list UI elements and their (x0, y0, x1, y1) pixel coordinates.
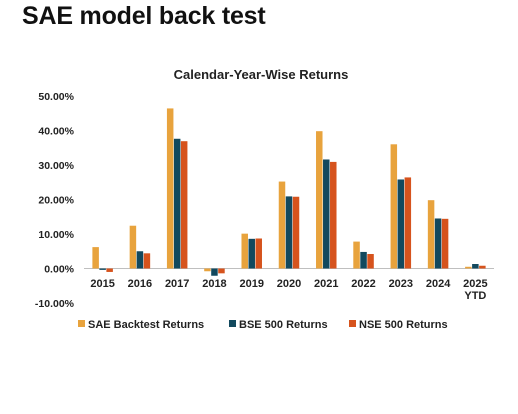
legend-label: NSE 500 Returns (359, 319, 448, 331)
x-tick-label: 2025 YTD (463, 278, 487, 302)
bar-series-group (92, 108, 486, 276)
bar-sae-backtest-returns (278, 181, 286, 269)
legend-swatch (349, 320, 356, 327)
bar-sae-backtest-returns (427, 200, 435, 269)
bar-bse-500-returns (173, 138, 181, 269)
y-tick-label: 40.00% (38, 126, 74, 138)
bar-nse-500-returns (218, 268, 225, 274)
bar-nse-500-returns (255, 238, 262, 269)
x-axis: 2015 2016 2017 2018 2019 2020 2021 2022 2023 2024… (90, 278, 487, 302)
legend-label: SAE Backtest Returns (88, 319, 204, 331)
bar-bse-500-returns (248, 238, 255, 269)
bar-nse-500-returns (180, 141, 188, 269)
chart-title: Calendar-Year-Wise Returns (174, 67, 349, 82)
legend-swatch (78, 320, 85, 327)
bar-nse-500-returns (441, 218, 449, 269)
bar-nse-500-returns (479, 265, 486, 269)
y-tick-label: 30.00% (38, 160, 74, 172)
bar-bse-500-returns (397, 179, 405, 269)
bar-sae-backtest-returns (129, 225, 137, 269)
x-tick-label: 2022 (351, 278, 375, 290)
bar-bse-500-returns (360, 251, 367, 269)
bar-nse-500-returns (106, 268, 113, 272)
bar-bse-500-returns (434, 218, 442, 269)
y-tick-label: -10.00% (35, 298, 75, 310)
bar-sae-backtest-returns (166, 108, 174, 269)
bar-bse-500-returns (211, 268, 218, 276)
bar-sae-backtest-returns (241, 233, 248, 269)
bar-nse-500-returns (404, 177, 412, 269)
y-tick-label: 50.00% (38, 91, 74, 103)
bar-bse-500-returns (285, 196, 293, 269)
legend-label: BSE 500 Returns (239, 319, 328, 331)
legend-swatch (229, 320, 236, 327)
bar-nse-500-returns (292, 196, 300, 269)
x-tick-label: 2015 (90, 278, 114, 290)
bar-sae-backtest-returns (465, 266, 472, 269)
bar-nse-500-returns (330, 161, 337, 269)
x-tick-label: 2023 (389, 278, 413, 290)
bar-bse-500-returns (472, 264, 479, 269)
y-tick-label: 10.00% (38, 229, 74, 241)
bar-sae-backtest-returns (92, 247, 99, 269)
x-tick-label: 2016 (128, 278, 152, 290)
page-title: SAE model back test (22, 2, 266, 30)
x-tick-label: 2021 (314, 278, 338, 290)
x-tick-label: 2020 (277, 278, 301, 290)
x-tick-label: 2019 (239, 278, 263, 290)
bar-nse-500-returns (367, 254, 374, 269)
x-tick-label: 2017 (165, 278, 189, 290)
bar-sae-backtest-returns (204, 268, 211, 272)
bar-nse-500-returns (143, 253, 151, 269)
y-axis: -10.00% 0.00% 10.00% 20.00% 30.00% 40.00% 50.0… (35, 91, 75, 310)
y-tick-label: 0.00% (44, 264, 74, 276)
bar-sae-backtest-returns (316, 131, 323, 269)
bar-bse-500-returns (323, 159, 330, 269)
bar-sae-backtest-returns (353, 241, 360, 269)
x-tick-label: 2024 (426, 278, 451, 290)
bar-sae-backtest-returns (390, 144, 398, 269)
bar-bse-500-returns (99, 268, 106, 270)
x-tick-label: 2018 (202, 278, 226, 290)
bar-bse-500-returns (136, 251, 144, 269)
y-tick-label: 20.00% (38, 195, 74, 207)
legend: SAE Backtest Returns BSE 500 Returns NSE 5… (78, 319, 448, 331)
